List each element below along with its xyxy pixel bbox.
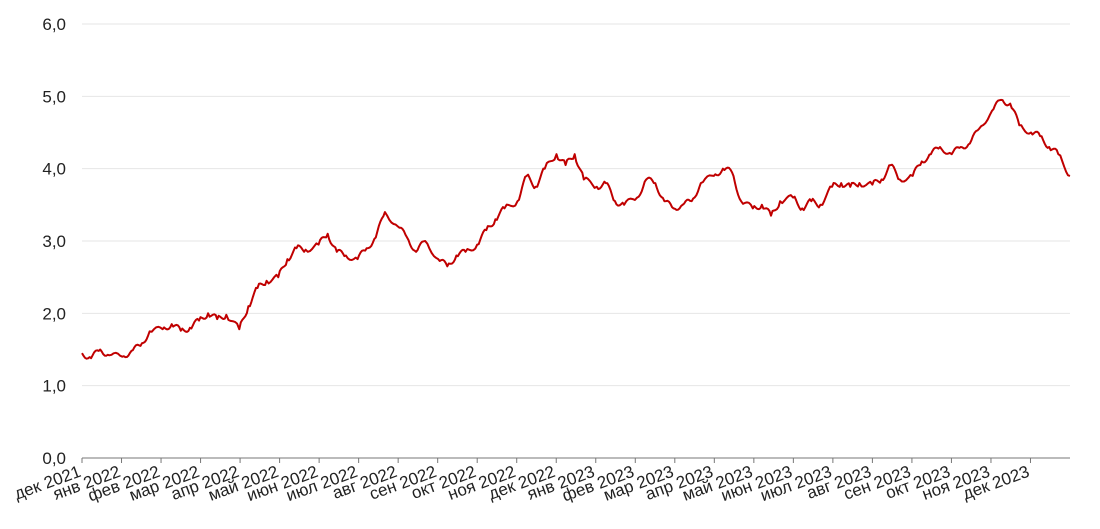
y-tick-label: 3,0 <box>42 232 66 251</box>
series-line <box>81 98 1071 360</box>
y-tick-label: 2,0 <box>42 304 66 323</box>
y-axis-ticks: 0,0 1,0 2,0 3,0 4,0 5,0 6,0 <box>42 15 66 468</box>
y-tick-label: 0,0 <box>42 449 66 468</box>
y-tick-label: 6,0 <box>42 15 66 34</box>
grid-lines <box>82 23 1070 387</box>
y-tick-label: 4,0 <box>42 160 66 179</box>
y-tick-label: 5,0 <box>42 87 66 106</box>
y-tick-label: 1,0 <box>42 377 66 396</box>
